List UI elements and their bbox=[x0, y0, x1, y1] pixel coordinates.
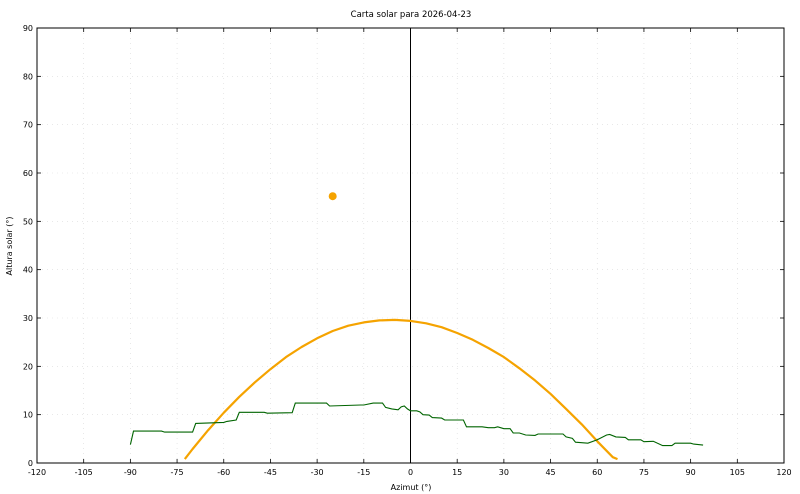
data-layer bbox=[129, 28, 704, 463]
x-tick-label: -120 bbox=[28, 468, 46, 477]
ticks: -120 -105 -90 -75 -60 -45 -30 -15 0 15 30 45 60 75 90 1… bbox=[23, 24, 792, 477]
x-tick-label: 30 bbox=[499, 468, 509, 477]
x-tick-label: -30 bbox=[311, 468, 324, 477]
x-tick-label: 120 bbox=[776, 468, 791, 477]
y-tick-label: 0 bbox=[28, 459, 33, 468]
y-tick-label: 50 bbox=[23, 217, 33, 226]
x-tick-label: -75 bbox=[171, 468, 184, 477]
y-tick-label: 60 bbox=[23, 169, 33, 178]
chart-title: Carta solar para 2026-04-23 bbox=[351, 10, 472, 20]
x-tick-label: 75 bbox=[639, 468, 649, 477]
x-tick-label: 0 bbox=[408, 468, 413, 477]
y-tick-label: 20 bbox=[23, 362, 33, 371]
y-tick-label: 10 bbox=[23, 411, 33, 420]
y-tick-label: 70 bbox=[23, 121, 33, 130]
x-tick-label: 60 bbox=[592, 468, 602, 477]
x-tick-label: 15 bbox=[452, 468, 462, 477]
x-tick-label: -15 bbox=[357, 468, 370, 477]
x-axis-title: Azimut (°) bbox=[391, 483, 432, 492]
y-tick-label: 80 bbox=[23, 72, 33, 81]
y-tick-label: 90 bbox=[23, 24, 33, 33]
x-tick-label: 105 bbox=[730, 468, 745, 477]
x-tick-label: -90 bbox=[124, 468, 137, 477]
x-tick-label: 90 bbox=[686, 468, 696, 477]
sun-position-marker bbox=[328, 192, 337, 201]
y-tick-label: 30 bbox=[23, 314, 33, 323]
sun-path-line bbox=[183, 318, 618, 461]
x-tick-label: 45 bbox=[545, 468, 555, 477]
x-tick-label: -45 bbox=[264, 468, 277, 477]
x-tick-label: -105 bbox=[75, 468, 93, 477]
y-axis-title: Altura solar (°) bbox=[5, 217, 14, 276]
x-tick-label: -60 bbox=[217, 468, 230, 477]
horizon-line bbox=[129, 402, 704, 447]
y-tick-label: 40 bbox=[23, 266, 33, 275]
